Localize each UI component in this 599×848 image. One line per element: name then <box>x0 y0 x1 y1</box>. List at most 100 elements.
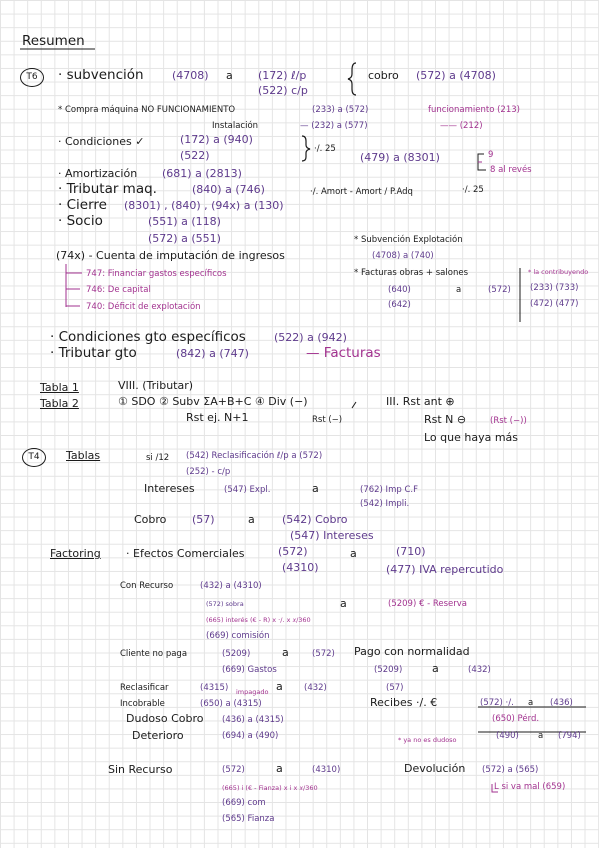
c472-477: (472) (477) <box>530 299 579 309</box>
dudoso-label: Dudoso Cobro <box>126 712 204 725</box>
cli-669: (669) Gastos <box>222 665 277 675</box>
sr-565: (565) Fianza <box>222 814 275 824</box>
reclas-account: (542) Reclasificación ℓ/p a (572) <box>186 451 323 461</box>
condiciones-label: · Condiciones ✓ <box>58 135 145 148</box>
sr-665: (665) i (€ - Fianza) x i x 𝑥/360 <box>222 784 318 792</box>
reclas-impagado: impagado <box>236 688 269 696</box>
cli-a: a <box>282 646 289 659</box>
account-746: 746: De capital <box>86 285 151 295</box>
tabla-1: Tabla 1 <box>40 381 79 394</box>
cliente-no-paga: Cliente no paga <box>120 649 188 659</box>
yano-794: (794) <box>558 731 581 741</box>
cr-432: (432) a (4310) <box>200 581 262 591</box>
cobro-547: (547) Intereses <box>290 529 374 542</box>
cobro-label: cobro <box>368 69 399 82</box>
si-12: si /12 <box>146 453 170 463</box>
cierre-account: (8301) , (840) , (94x) a (130) <box>124 199 284 212</box>
compra-account: (233) a (572) <box>312 105 369 115</box>
pct-25: ·/. 25 <box>314 144 336 154</box>
cond-479: (479) a (8301) <box>360 151 440 164</box>
sin-recurso: Sin Recurso <box>108 763 173 776</box>
reclas-a: a <box>276 680 283 693</box>
cr-665: (665) interés (€ - R) x ·/. x 𝑥/360 <box>206 616 311 624</box>
fact-642: (642) <box>388 300 411 310</box>
cobro-542: (542) Cobro <box>282 513 348 526</box>
condiciones-account: (172) a (940) <box>180 133 253 146</box>
rst-minus: Rst (−) <box>312 415 343 425</box>
dudoso-account: (436) a (4315) <box>222 715 284 725</box>
funcionamiento-note: funcionamiento (213) <box>428 105 520 115</box>
ya-no-dudoso: * ya no es dudoso <box>398 736 457 744</box>
yano-490: (490) <box>496 731 519 741</box>
c233-733: (233) (733) <box>530 283 579 293</box>
tablas-label: Tablas <box>66 449 101 462</box>
sr-a: a <box>276 762 283 775</box>
cuenta-imputacion: (74x) - Cuenta de imputación de ingresos <box>56 249 285 262</box>
subv-expl-account: (4708) a (740) <box>372 251 434 261</box>
subvencion-lp: (172) ℓ/p <box>258 69 307 82</box>
amort-account: (681) a (2813) <box>162 167 242 180</box>
rst-n: Rst N ⊖ <box>424 413 467 426</box>
trib-gto-account: (842) a (747) <box>176 347 249 360</box>
factoring-label: Factoring <box>50 547 101 560</box>
contribuyendo-note: * la contribuyendo <box>528 268 589 276</box>
dev-note: L si va mal (659) <box>494 782 566 792</box>
sr-572: (572) <box>222 765 245 775</box>
fact-572: (572) <box>488 285 511 295</box>
account-740: 740: Déficit de explotación <box>86 302 201 312</box>
cobro-57: (57) <box>192 513 215 526</box>
cobro-account: (572) a (4708) <box>416 69 496 82</box>
int-a: a <box>312 482 319 495</box>
efectos-label: · Efectos Comerciales <box>126 547 245 560</box>
instalacion-212: —— (212) <box>440 121 483 131</box>
deterioro-label: Deterioro <box>132 729 184 742</box>
tabla-2-value: ① SDO ② Subv ΣA+B+C ④ Div (−) <box>118 395 308 408</box>
lo-que-haya-mas: Lo que haya más <box>424 431 519 444</box>
reclasificar-label: Reclasificar <box>120 683 169 693</box>
account-747: 747: Financiar gastos específicos <box>86 269 227 279</box>
nine: 9 <box>488 150 494 160</box>
instalacion-label: Instalación <box>212 121 259 131</box>
subvencion-cp: (522) c/p <box>258 84 308 97</box>
sr-669: (669) com <box>222 798 266 808</box>
tributar-label: · Tributar maq. <box>58 181 157 197</box>
cr-572: (572) sobra <box>206 600 244 608</box>
con-recurso: Con Recurso <box>120 581 174 591</box>
cobro-a: a <box>248 513 255 526</box>
ef-572: (572) <box>278 545 308 558</box>
tabla-1-value: VIII. (Tributar) <box>118 379 194 392</box>
incobrable-account: (650) a (4315) <box>200 699 262 709</box>
socio-account-2: (572) a (551) <box>148 232 221 245</box>
tributar-pct: ·/. 25 <box>462 185 484 195</box>
dev-account: (572) a (565) <box>482 765 539 775</box>
cierre-label: · Cierre <box>58 197 107 213</box>
ef-710: (710) <box>396 545 426 558</box>
pago-label: Pago con normalidad <box>354 645 470 658</box>
recibes-label: Recibes ·/. € <box>370 696 438 709</box>
rec-650: (650) Pérd. <box>492 714 540 724</box>
ef-477: (477) IVA repercutido <box>386 563 504 576</box>
reclas-4315: (4315) <box>200 683 229 693</box>
facturas-label: * Facturas obras + salones <box>354 268 468 278</box>
pago-432: (432) <box>468 665 491 675</box>
deterioro-account: (694) a (490) <box>222 731 279 741</box>
cli-572: (572) <box>312 649 335 659</box>
rst-n-note: (Rst (−)) <box>490 416 527 426</box>
sr-4310: (4310) <box>312 765 341 775</box>
facturas-word: — Facturas <box>306 345 381 361</box>
subvencion-a: a <box>226 69 233 82</box>
instalacion-account: — (232) a (577) <box>300 121 368 131</box>
fact-a: a <box>456 285 462 295</box>
cli-5209: (5209) <box>222 649 251 659</box>
cond-gto-account: (522) a (942) <box>274 331 347 344</box>
cr-669: (669) comisión <box>206 631 270 641</box>
reclas-252: (252) - c/p <box>186 467 231 477</box>
condiciones-522: (522) <box>180 149 210 162</box>
ef-a: a <box>350 547 357 560</box>
rst-ej: Rst ej. N+1 <box>186 411 249 424</box>
devolucion-label: Devolución <box>404 762 466 775</box>
cond-gto-label: · Condiciones gto específicos <box>50 329 246 345</box>
socio-label: · Socio <box>58 213 103 229</box>
intereses-label: Intereses <box>144 482 195 495</box>
ef-4310: (4310) <box>282 561 319 574</box>
